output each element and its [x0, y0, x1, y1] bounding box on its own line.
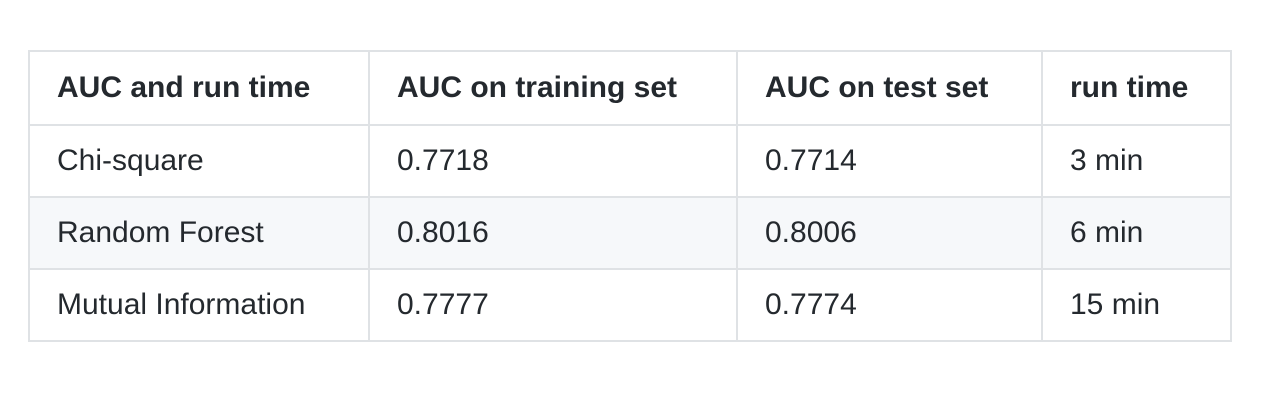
table-row: Mutual Information 0.7777 0.7774 15 min [28, 268, 1232, 342]
header-auc-training: AUC on training set [368, 50, 738, 126]
header-auc-test: AUC on test set [736, 50, 1043, 126]
cell-auc-training: 0.7718 [368, 124, 738, 198]
cell-auc-training: 0.8016 [368, 196, 738, 270]
table-header-row: AUC and run time AUC on training set AUC… [28, 50, 1232, 126]
cell-method: Chi-square [28, 124, 370, 198]
cell-run-time: 3 min [1041, 124, 1232, 198]
results-table-container: AUC and run time AUC on training set AUC… [28, 50, 1232, 342]
table-row: Chi-square 0.7718 0.7714 3 min [28, 124, 1232, 198]
cell-auc-training: 0.7777 [368, 268, 738, 342]
cell-run-time: 6 min [1041, 196, 1232, 270]
header-method: AUC and run time [28, 50, 370, 126]
cell-method: Mutual Information [28, 268, 370, 342]
auc-results-table: AUC and run time AUC on training set AUC… [28, 50, 1232, 342]
cell-auc-test: 0.7714 [736, 124, 1043, 198]
cell-auc-test: 0.8006 [736, 196, 1043, 270]
cell-run-time: 15 min [1041, 268, 1232, 342]
cell-auc-test: 0.7774 [736, 268, 1043, 342]
cell-method: Random Forest [28, 196, 370, 270]
header-run-time: run time [1041, 50, 1232, 126]
table-row: Random Forest 0.8016 0.8006 6 min [28, 196, 1232, 270]
